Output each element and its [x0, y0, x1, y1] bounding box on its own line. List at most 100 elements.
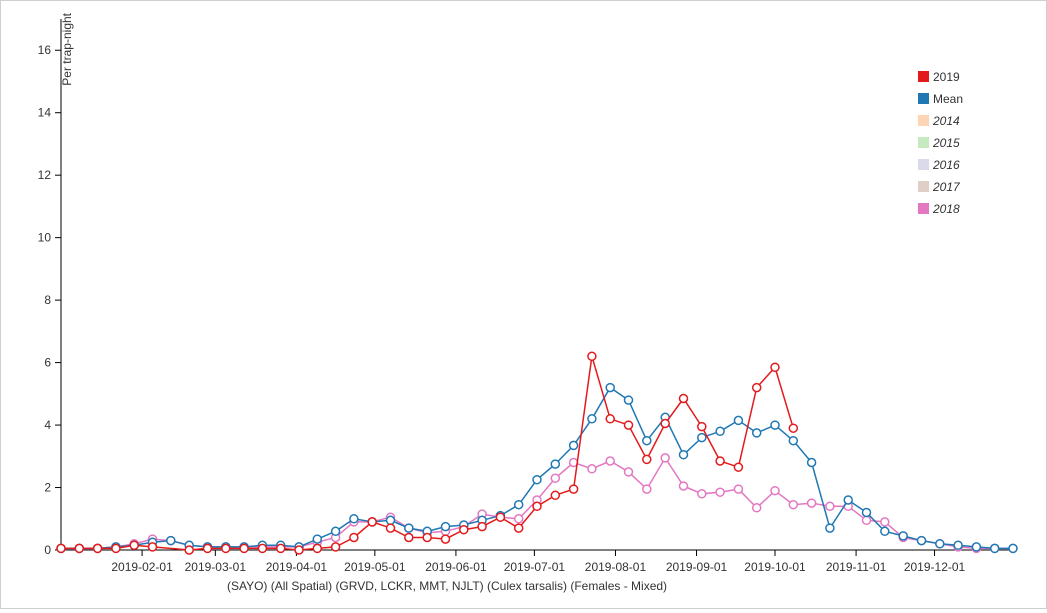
data-point-mean — [623, 395, 634, 405]
data-point-mean — [550, 459, 561, 469]
x-axis: 2019-02-01 2019-03-01 2019-04-01 2019-05-01… — [61, 549, 1013, 574]
data-point-mean — [880, 526, 890, 537]
y-tick-label: 6 — [44, 356, 51, 370]
x-tick-label: 2019-03-01 — [185, 560, 247, 574]
data-point-mean — [953, 540, 963, 551]
data-point-mean — [404, 523, 414, 533]
data-point-2018 — [587, 464, 597, 474]
data-point-2018 — [733, 484, 744, 494]
data-point-mean — [568, 440, 579, 451]
x-tick-label: 2019-07-01 — [504, 560, 566, 574]
data-point-mean — [312, 534, 323, 544]
data-point-2019 — [385, 523, 396, 533]
data-point-2019 — [605, 414, 615, 424]
data-point-2019 — [440, 534, 451, 544]
y-tick-label: 14 — [38, 106, 52, 120]
data-point-2018 — [880, 517, 890, 527]
data-point-mean — [751, 428, 762, 438]
data-point-2019 — [587, 351, 597, 362]
x-tick-label: 2019-02-01 — [111, 560, 173, 574]
data-point-mean — [532, 474, 542, 485]
data-point-2018 — [697, 489, 707, 499]
data-point-mean — [916, 535, 927, 546]
series-2019 — [56, 351, 799, 555]
y-tick-label: 8 — [44, 293, 51, 307]
legend-swatch — [918, 159, 929, 170]
data-point-2018 — [642, 484, 652, 494]
legend: 2019 Mean 2014 2015 2016 2017 2018 — [918, 70, 963, 216]
data-point-2019 — [660, 418, 670, 429]
data-point-2019 — [275, 543, 286, 554]
data-point-mean — [349, 514, 359, 524]
data-point-2018 — [825, 501, 835, 512]
data-point-2018 — [605, 456, 615, 466]
x-tick-label: 2019-09-01 — [666, 560, 728, 574]
data-point-mean — [770, 420, 780, 430]
data-point-2019 — [129, 540, 139, 551]
y-tick-label: 12 — [38, 168, 52, 182]
data-point-mean — [330, 526, 341, 537]
y-axis: 0 2 4 6 8 10 12 14 16 — [38, 19, 62, 557]
plot-area — [56, 351, 1018, 555]
data-point-2019 — [697, 421, 707, 432]
data-point-mean — [825, 523, 835, 533]
data-point-2019 — [532, 501, 542, 512]
data-point-2019 — [74, 543, 85, 554]
data-point-mean — [715, 426, 725, 437]
data-point-2019 — [257, 543, 268, 554]
legend-swatch — [918, 181, 929, 192]
legend-swatch — [918, 93, 929, 104]
y-tick-label: 0 — [44, 543, 51, 557]
data-point-2019 — [111, 543, 121, 554]
data-point-mean — [440, 521, 451, 532]
data-point-mean — [898, 531, 908, 541]
data-point-2018 — [788, 499, 799, 510]
data-point-2018 — [751, 503, 762, 513]
x-tick-label: 2019-11-01 — [826, 560, 887, 574]
data-point-2018 — [660, 453, 670, 463]
data-point-2018 — [715, 487, 725, 497]
data-point-2019 — [568, 484, 579, 494]
data-point-mean — [1008, 543, 1018, 554]
data-point-2019 — [221, 543, 231, 554]
data-point-2019 — [330, 542, 341, 552]
data-point-mean — [642, 435, 652, 446]
legend-label: 2019 — [933, 70, 960, 84]
data-point-mean — [989, 543, 1000, 554]
legend-label: Mean — [933, 92, 963, 106]
data-point-2018 — [550, 473, 561, 483]
data-point-2019 — [239, 543, 249, 554]
series-line-mean — [61, 386, 1013, 550]
data-point-2019 — [770, 362, 780, 373]
data-point-2018 — [806, 498, 817, 508]
data-point-2019 — [404, 532, 414, 543]
data-point-mean — [971, 542, 982, 552]
data-point-2019 — [678, 393, 689, 404]
data-point-2019 — [495, 512, 506, 522]
data-point-2019 — [367, 517, 377, 527]
legend-label: 2014 — [932, 114, 960, 128]
data-point-2019 — [623, 420, 634, 430]
data-point-2019 — [422, 532, 432, 543]
data-point-mean — [788, 435, 799, 446]
data-point-mean — [697, 432, 707, 443]
data-point-2019 — [56, 543, 66, 554]
legend-swatch — [918, 137, 929, 148]
data-point-2019 — [312, 543, 323, 554]
data-point-2018 — [513, 514, 524, 524]
data-point-2019 — [349, 532, 359, 543]
x-tick-label: 2019-06-01 — [425, 560, 487, 574]
data-point-2019 — [294, 545, 304, 555]
x-tick-label: 2019-10-01 — [744, 560, 806, 574]
data-point-mean — [935, 539, 945, 549]
data-point-mean — [733, 415, 744, 426]
data-point-mean — [385, 515, 396, 526]
x-tick-label: 2019-08-01 — [585, 560, 647, 574]
y-tick-label: 4 — [44, 418, 51, 432]
data-point-mean — [587, 414, 597, 424]
data-point-mean — [861, 507, 872, 518]
y-tick-label: 10 — [38, 231, 52, 245]
data-point-2019 — [513, 523, 524, 533]
